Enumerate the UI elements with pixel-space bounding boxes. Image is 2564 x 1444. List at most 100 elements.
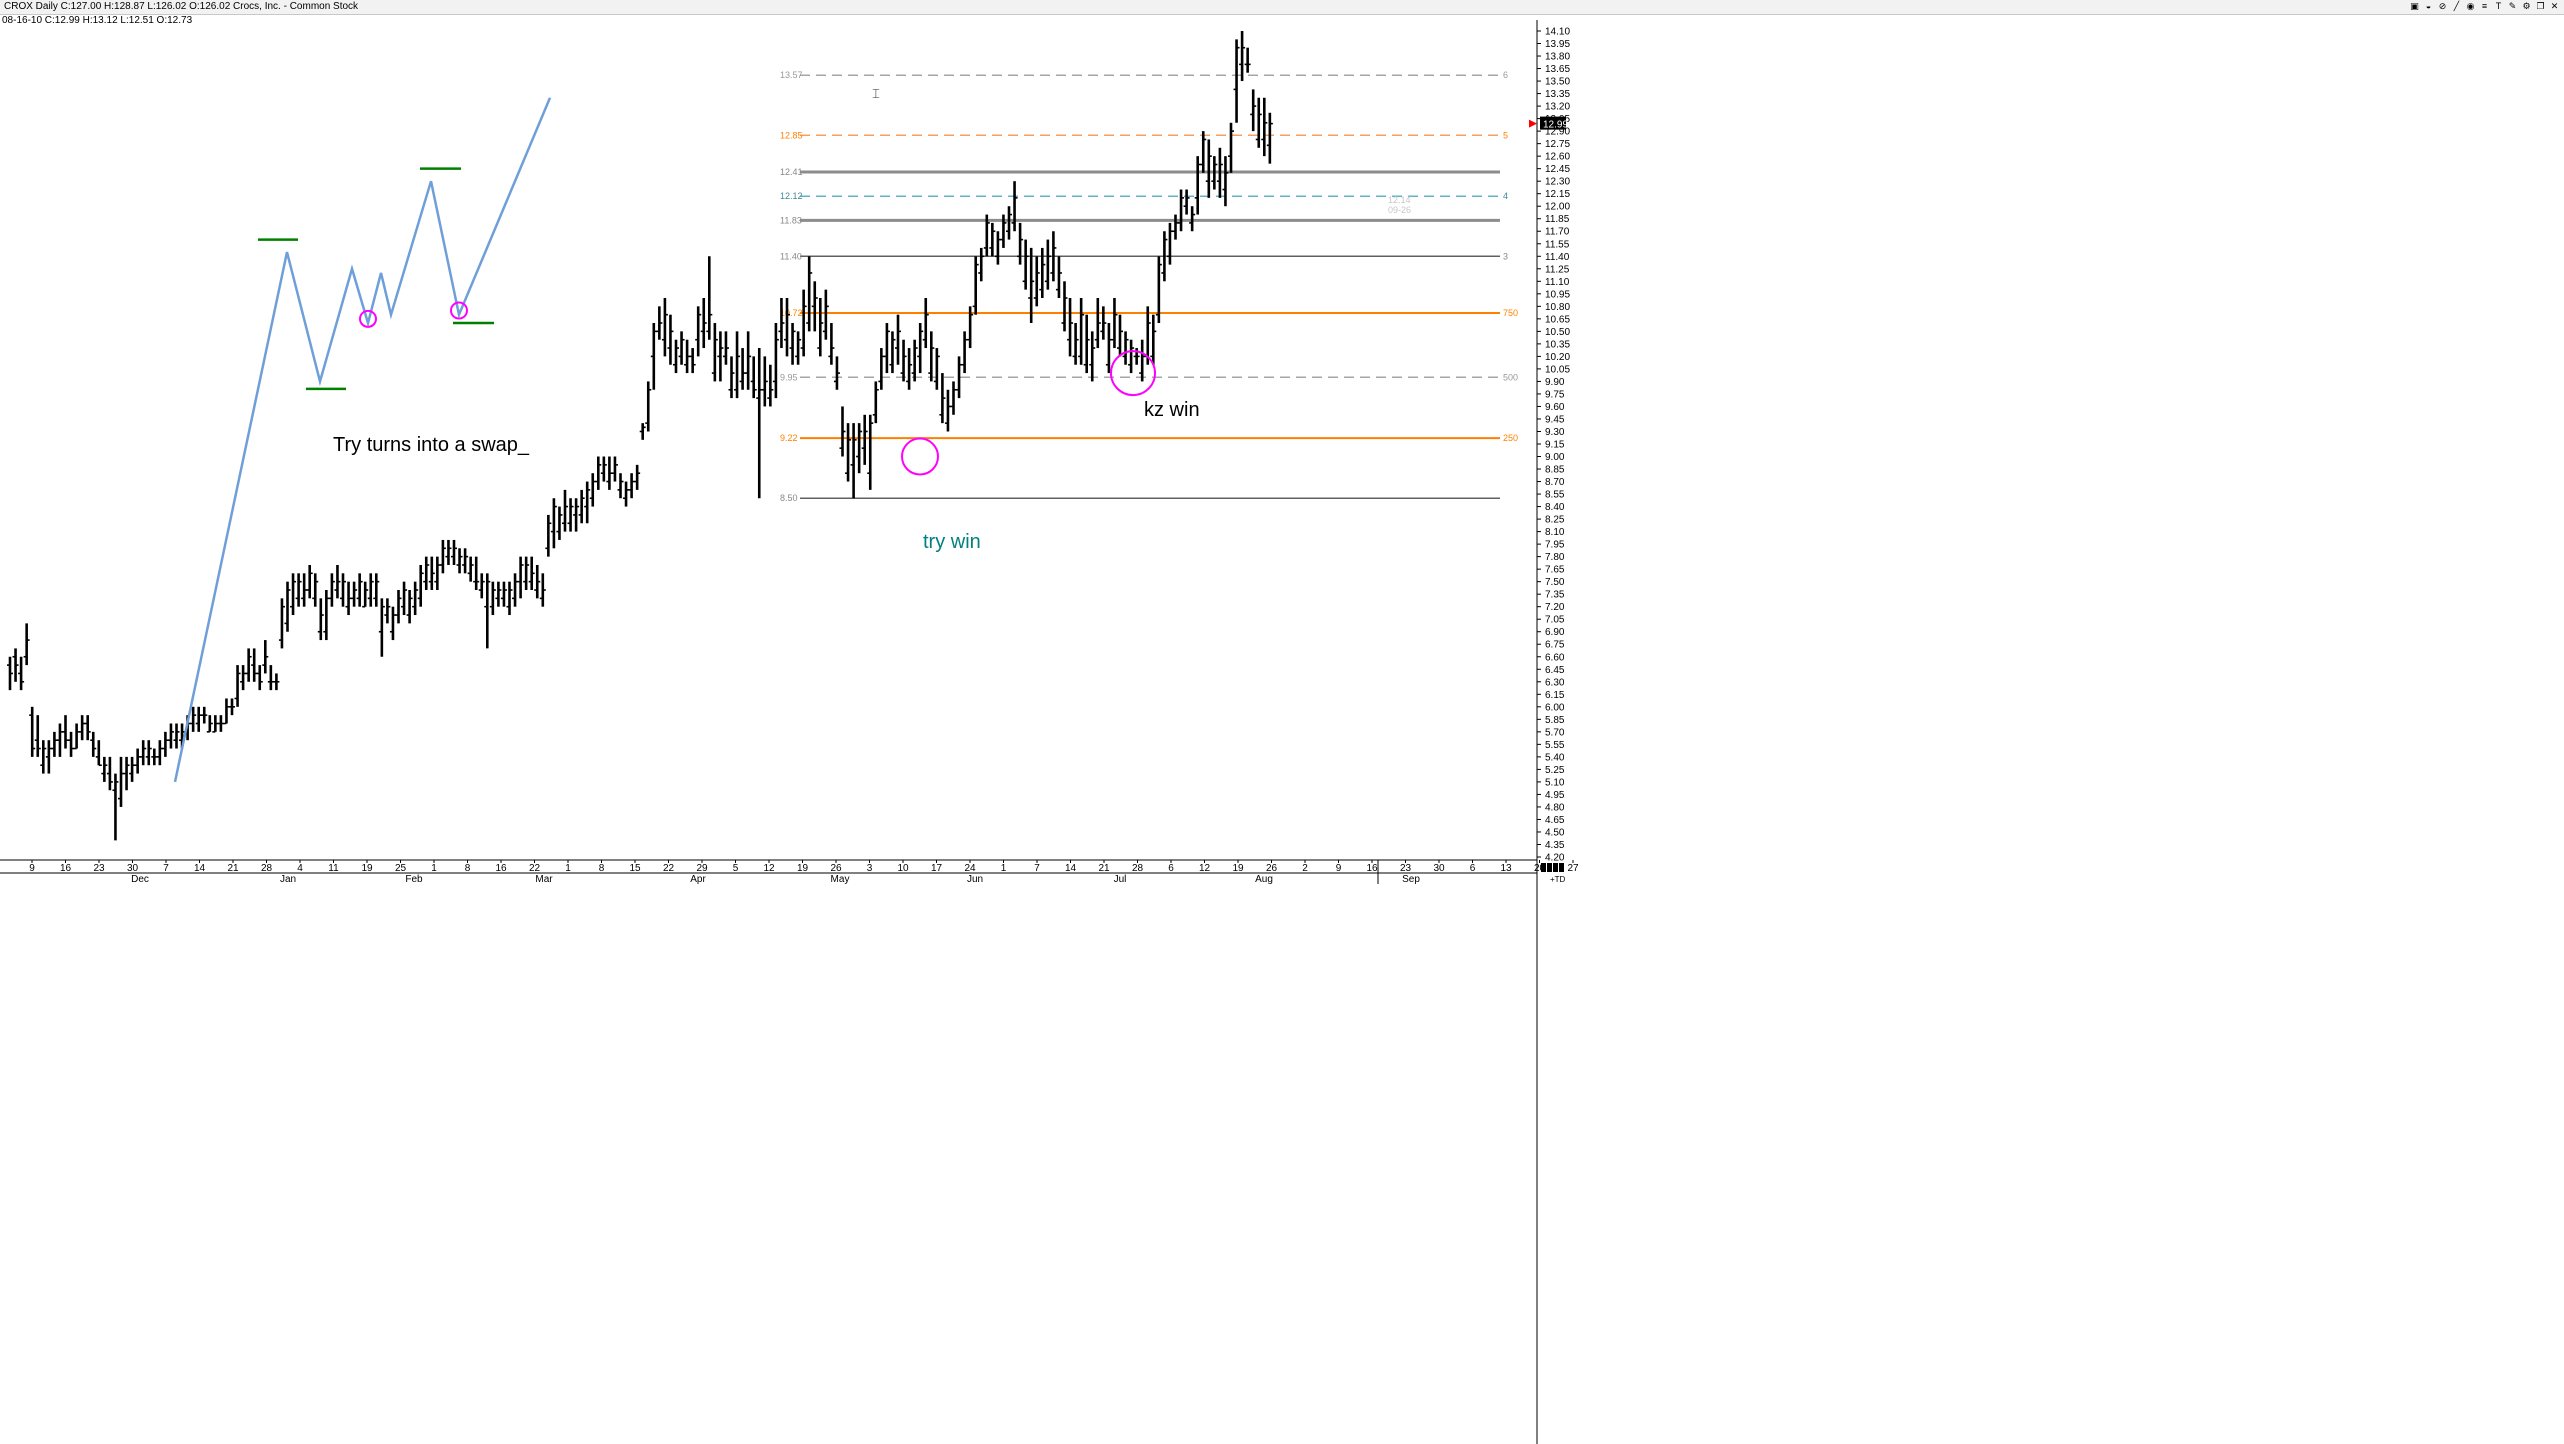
ohlc-bar — [1011, 181, 1018, 232]
x-tick-label: 28 — [261, 863, 273, 874]
color-icon[interactable]: ◉ — [2466, 1, 2475, 11]
y-tick-label: 12.15 — [1545, 189, 1570, 200]
y-tick-label: 6.45 — [1545, 665, 1565, 676]
y-tick-label: 12.45 — [1545, 164, 1570, 175]
ohlc-bar — [856, 423, 863, 474]
ohlc-bar — [301, 573, 308, 607]
y-tick-label: 9.45 — [1545, 414, 1565, 425]
restore-icon[interactable]: ❐ — [2536, 1, 2545, 11]
ohlc-bar — [1055, 256, 1062, 298]
x-tick-label: 26 — [1266, 863, 1278, 874]
x-tick-label: 16 — [495, 863, 507, 874]
ohlc-bar — [473, 556, 480, 591]
ohlc-bar — [711, 323, 718, 382]
ohlc-bar — [772, 323, 779, 399]
ohlc-bar — [1189, 206, 1196, 232]
y-tick-label: 10.65 — [1545, 314, 1570, 325]
y-tick-label: 13.65 — [1545, 64, 1570, 75]
ohlc-bar — [262, 640, 269, 674]
level-ratio-label: 3 — [1503, 251, 1508, 261]
ohlc-bar — [1205, 139, 1212, 198]
ohlc-bar — [1033, 256, 1040, 307]
y-tick-label: 6.15 — [1545, 690, 1565, 701]
x-tick-label: 22 — [663, 863, 675, 874]
y-tick-label: 11.70 — [1545, 227, 1570, 238]
ohlc-bar — [251, 648, 258, 682]
pencil-icon[interactable]: ✎ — [2508, 1, 2517, 11]
compare-icon[interactable]: ◒ — [2425, 1, 2432, 11]
ohlc-bar — [79, 715, 86, 741]
ohlc-bar — [623, 481, 630, 507]
ohlc-bar — [628, 473, 635, 499]
ohlc-bar — [839, 406, 846, 457]
ohlc-bar — [1250, 89, 1257, 132]
ohlc-bar — [684, 339, 691, 374]
ohlc-bar — [611, 456, 618, 482]
ohlc-bar — [617, 473, 624, 499]
ohlc-bar — [167, 723, 174, 749]
ohlc-bar — [900, 339, 907, 382]
chart-style-icon[interactable]: ▣ — [2410, 1, 2419, 11]
ohlc-bar — [573, 498, 580, 532]
level-ratio-label: 250 — [1503, 433, 1518, 443]
ohlc-bar — [84, 715, 91, 741]
ohlc-bar — [1017, 222, 1024, 265]
y-tick-label: 10.35 — [1545, 339, 1570, 350]
x-month-label: Jul — [1114, 874, 1127, 885]
ohlc-bar — [356, 573, 363, 607]
level-price-label: 9.95 — [780, 372, 798, 382]
ohlc-bar — [767, 364, 774, 407]
ohlc-bar — [1233, 39, 1240, 123]
ohlc-bar — [878, 348, 885, 390]
ohlc-bar — [201, 706, 208, 724]
text-tool-icon[interactable]: T — [2495, 1, 2502, 11]
x-tick-label: 8 — [599, 863, 605, 874]
x-tick-label: 25 — [395, 863, 407, 874]
ohlc-bar — [756, 348, 763, 499]
level-price-label: 12.12 — [780, 191, 803, 201]
ohlc-bar — [1239, 31, 1246, 82]
close-icon[interactable]: ✕ — [2550, 1, 2559, 11]
ohlc-bar — [789, 323, 796, 365]
ohlc-bar — [156, 740, 163, 766]
ohlc-bar — [1178, 189, 1185, 232]
ohlc-bar — [90, 731, 97, 757]
x-tick-label: 6 — [1168, 863, 1174, 874]
x-tick-label: 9 — [1336, 863, 1342, 874]
ohlc-bar — [578, 489, 585, 524]
ohlc-bar — [29, 706, 36, 757]
ohlc-readout: 08-16-10 C:12.99 H:13.12 L:12.51 O:12.73 — [2, 15, 193, 26]
draw-tool-icon[interactable]: ╱ — [2453, 1, 2460, 11]
x-tick-label: 7 — [1034, 863, 1040, 874]
ohlc-bar — [362, 581, 369, 608]
ohlc-bar — [284, 581, 291, 632]
try-win-circle — [901, 437, 939, 476]
ohlc-bar — [206, 715, 213, 733]
x-tick-label: 22 — [529, 863, 541, 874]
ohlc-bar — [162, 731, 169, 757]
ohlc-bar — [1117, 314, 1123, 357]
level-price-label: 9.22 — [780, 433, 798, 443]
annotation-try-win: try win — [923, 531, 981, 553]
y-tick-label: 10.80 — [1545, 302, 1570, 313]
ohlc-bar — [345, 581, 352, 616]
ohlc-bar — [412, 581, 419, 616]
ohlc-bar — [40, 740, 47, 774]
ohlc-bar — [1000, 214, 1007, 248]
ohlc-bar — [229, 698, 235, 716]
ohlc-bar — [967, 306, 974, 349]
x-tick-label: 6 — [1470, 863, 1476, 874]
settings-icon[interactable]: ⚙ — [2522, 1, 2531, 11]
ohlc-bar — [1050, 231, 1057, 282]
ohlc-bar — [734, 331, 741, 399]
x-tick-label: 12 — [763, 863, 775, 874]
fib-tool-icon[interactable]: ≡ — [2481, 1, 2488, 11]
ohlc-bar — [833, 356, 840, 390]
y-tick-label: 12.30 — [1545, 177, 1570, 188]
ohlc-bar — [217, 715, 224, 732]
x-tick-label: 15 — [629, 863, 641, 874]
close-circle-icon[interactable]: ⊘ — [2438, 1, 2447, 11]
ohlc-bar — [689, 348, 696, 374]
x-month-label: Mar — [535, 874, 553, 885]
